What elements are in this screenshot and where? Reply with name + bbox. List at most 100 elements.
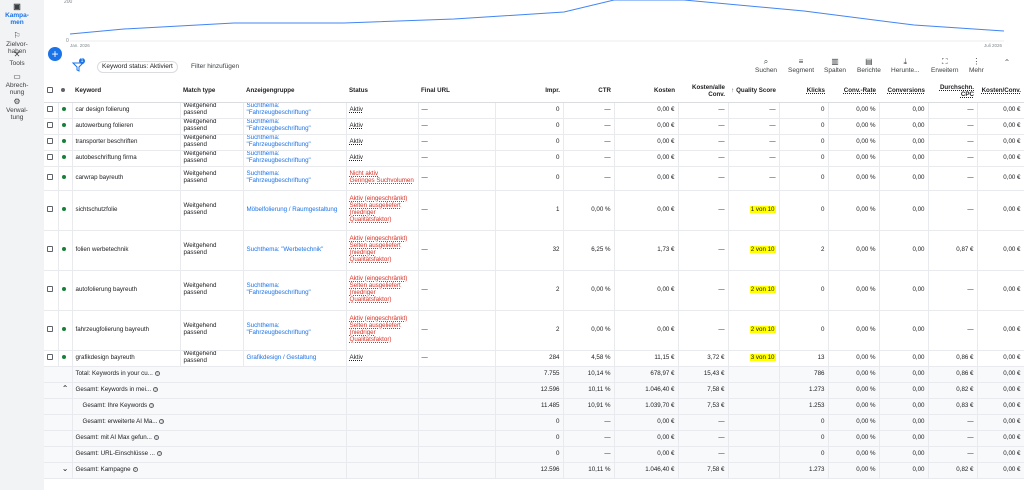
- ad-group-link[interactable]: Suchthema: "Werbetechnik": [243, 230, 347, 271]
- row-checkbox[interactable]: [44, 350, 59, 367]
- final-url-cell: —: [418, 166, 496, 191]
- columns-button[interactable]: ▥ Spalten: [824, 57, 846, 74]
- status-text: Selten ausgeliefert: [349, 282, 401, 290]
- row-checkbox[interactable]: [44, 270, 59, 311]
- help-icon[interactable]: ?: [154, 370, 160, 376]
- status-cell[interactable]: Aktiv: [346, 150, 419, 167]
- ad-group-link[interactable]: Suchthema: "Fahrzeugbeschriftung": [243, 150, 347, 167]
- add-filter-link[interactable]: Filter hinzufügen: [191, 63, 240, 70]
- keyword-cell[interactable]: sichtschutzfolie: [72, 190, 181, 231]
- keyword-cell[interactable]: autowerbung folieren: [72, 118, 181, 135]
- row-checkbox[interactable]: [44, 190, 59, 231]
- totals-label: Gesamt: mit AI Max gefun...?: [72, 430, 347, 447]
- nav-item-2[interactable]: ✕ Tools: [0, 50, 34, 67]
- quality-score-value: —: [769, 153, 776, 161]
- filter-chip-keyword-status[interactable]: Keyword status: Aktiviert: [97, 61, 178, 73]
- col-quality-score[interactable]: ↑ Quality Score: [728, 80, 779, 103]
- help-icon[interactable]: ?: [132, 466, 138, 472]
- status-cell[interactable]: Aktiv (eingeschränkt) Selten ausgeliefert…: [346, 270, 419, 311]
- segment-button[interactable]: ≡ Segment: [788, 57, 814, 74]
- row-checkbox[interactable]: [44, 134, 59, 151]
- col-cost[interactable]: Kosten: [614, 80, 678, 103]
- col-ad-group[interactable]: Anzeigengruppe: [243, 80, 346, 103]
- keyword-cell[interactable]: carwrap bayreuth: [72, 166, 181, 191]
- status-cell[interactable]: Aktiv (eingeschränkt) Selten ausgeliefert…: [346, 230, 419, 271]
- col-match-type[interactable]: Match type: [180, 80, 243, 103]
- avg-cpc-cell: 0,87 €: [928, 230, 978, 271]
- chevron-up-icon[interactable]: ⌃: [61, 384, 69, 394]
- expand-button[interactable]: ⛶ Erweitern: [931, 57, 958, 74]
- quality-score-value: —: [769, 137, 776, 145]
- status-cell[interactable]: Aktiv: [346, 350, 419, 367]
- col-conversions[interactable]: Conversions: [879, 80, 928, 103]
- help-icon[interactable]: ?: [153, 434, 159, 440]
- search-button[interactable]: ⌕ Suchen: [755, 57, 777, 74]
- keyword-cell[interactable]: fahrzeugfolierung bayreuth: [72, 310, 181, 351]
- row-checkbox[interactable]: [44, 102, 59, 119]
- ad-group-link[interactable]: Grafikdesign / Gestaltung: [243, 350, 347, 367]
- cost-per-conv-cell: 0,00 €: [977, 150, 1024, 167]
- keyword-cell[interactable]: autofolierung bayreuth: [72, 270, 181, 311]
- totals-ctr: 10,91 %: [563, 398, 615, 415]
- col-avg-cpc[interactable]: Durchschn. CPC: [928, 80, 977, 103]
- keyword-cell[interactable]: folien werbetechnik: [72, 230, 181, 271]
- totals-chevron[interactable]: ⌄: [44, 462, 73, 479]
- collapse-toolbar-icon[interactable]: ⌃: [1003, 58, 1011, 67]
- status-cell[interactable]: Aktiv: [346, 102, 419, 119]
- ad-group-link[interactable]: Möbelfolierung / Raumgestaltung: [243, 190, 347, 231]
- help-icon[interactable]: ?: [149, 402, 155, 408]
- status-text: Aktiv: [349, 105, 363, 113]
- status-cell[interactable]: Aktiv (eingeschränkt) Selten ausgeliefert…: [346, 310, 419, 351]
- help-icon[interactable]: ?: [159, 418, 165, 424]
- col-status[interactable]: Status: [346, 80, 418, 103]
- ad-group-link[interactable]: Suchthema: "Fahrzeugbeschriftung": [243, 134, 347, 151]
- ad-group-link[interactable]: Suchthema: "Fahrzeugbeschriftung": [243, 310, 347, 351]
- totals-cost: 1.046,40 €: [614, 462, 679, 479]
- status-cell[interactable]: Aktiv (eingeschränkt) Selten ausgeliefert…: [346, 190, 419, 231]
- keyword-cell[interactable]: autobeschriftung firma: [72, 150, 181, 167]
- nav-item-1[interactable]: ⚐ Zielvor- haben: [0, 31, 34, 55]
- select-all-checkbox[interactable]: [44, 80, 58, 103]
- row-checkbox[interactable]: [44, 118, 59, 135]
- keyword-cell[interactable]: grafikdesign bayreuth: [72, 350, 181, 367]
- status-cell[interactable]: Nicht aktiv Geringes Suchvolumen: [346, 166, 419, 191]
- reports-button[interactable]: ▤ Berichte: [857, 57, 881, 74]
- nav-item-3[interactable]: ▭ Abrech- nung: [0, 72, 34, 96]
- chevron-down-icon[interactable]: ⌄: [61, 464, 69, 474]
- keyword-cell[interactable]: car design folierung: [72, 102, 181, 119]
- totals-clicks: 0: [779, 430, 829, 447]
- keyword-cell[interactable]: transporter beschriften: [72, 134, 181, 151]
- ad-group-link[interactable]: Suchthema: "Fahrzeugbeschriftung": [243, 166, 347, 191]
- status-dot-header: [58, 80, 72, 103]
- ad-group-link[interactable]: Suchthema: "Fahrzeugbeschriftung": [243, 270, 347, 311]
- row-checkbox[interactable]: [44, 230, 59, 271]
- status-cell[interactable]: Aktiv: [346, 134, 419, 151]
- nav-item-0[interactable]: ▣ Kampa- men: [0, 2, 34, 26]
- ad-group-link[interactable]: Suchthema: "Fahrzeugbeschriftung": [243, 102, 347, 119]
- col-clicks[interactable]: Klicks: [779, 80, 828, 103]
- help-icon[interactable]: ?: [156, 450, 162, 456]
- col-impr[interactable]: Impr.: [495, 80, 563, 103]
- col-final-url[interactable]: Final URL: [418, 80, 495, 103]
- totals-cost: 1.039,70 €: [614, 398, 679, 415]
- totals-chevron[interactable]: ⌃: [44, 382, 73, 399]
- col-keyword[interactable]: Keyword: [72, 80, 180, 103]
- download-button[interactable]: ⤓ Herunte...: [891, 57, 920, 74]
- help-icon[interactable]: ?: [153, 386, 159, 392]
- conv-rate-cell: 0,00 %: [828, 102, 880, 119]
- nav-item-4[interactable]: ⚙ Verwal- tung: [0, 97, 34, 121]
- row-checkbox[interactable]: [44, 310, 59, 351]
- status-cell[interactable]: Aktiv: [346, 118, 419, 135]
- more-vert-button[interactable]: ⋮ Mehr: [969, 57, 984, 74]
- totals-cost-per-conv: 0,00 €: [977, 366, 1024, 383]
- expand-icon: ⛶: [941, 57, 948, 66]
- add-keyword-button[interactable]: +: [48, 47, 62, 61]
- col-ctr[interactable]: CTR: [563, 80, 614, 103]
- col-cost-all-conv[interactable]: Kosten/alle Conv.: [678, 80, 728, 103]
- final-url-cell: —: [418, 350, 496, 367]
- col-cost-per-conv[interactable]: Kosten/Conv.: [977, 80, 1024, 103]
- row-checkbox[interactable]: [44, 150, 59, 167]
- col-conv-rate[interactable]: Conv.-Rate: [828, 80, 879, 103]
- row-checkbox[interactable]: [44, 166, 59, 191]
- ad-group-link[interactable]: Suchthema: "Fahrzeugbeschriftung": [243, 118, 347, 135]
